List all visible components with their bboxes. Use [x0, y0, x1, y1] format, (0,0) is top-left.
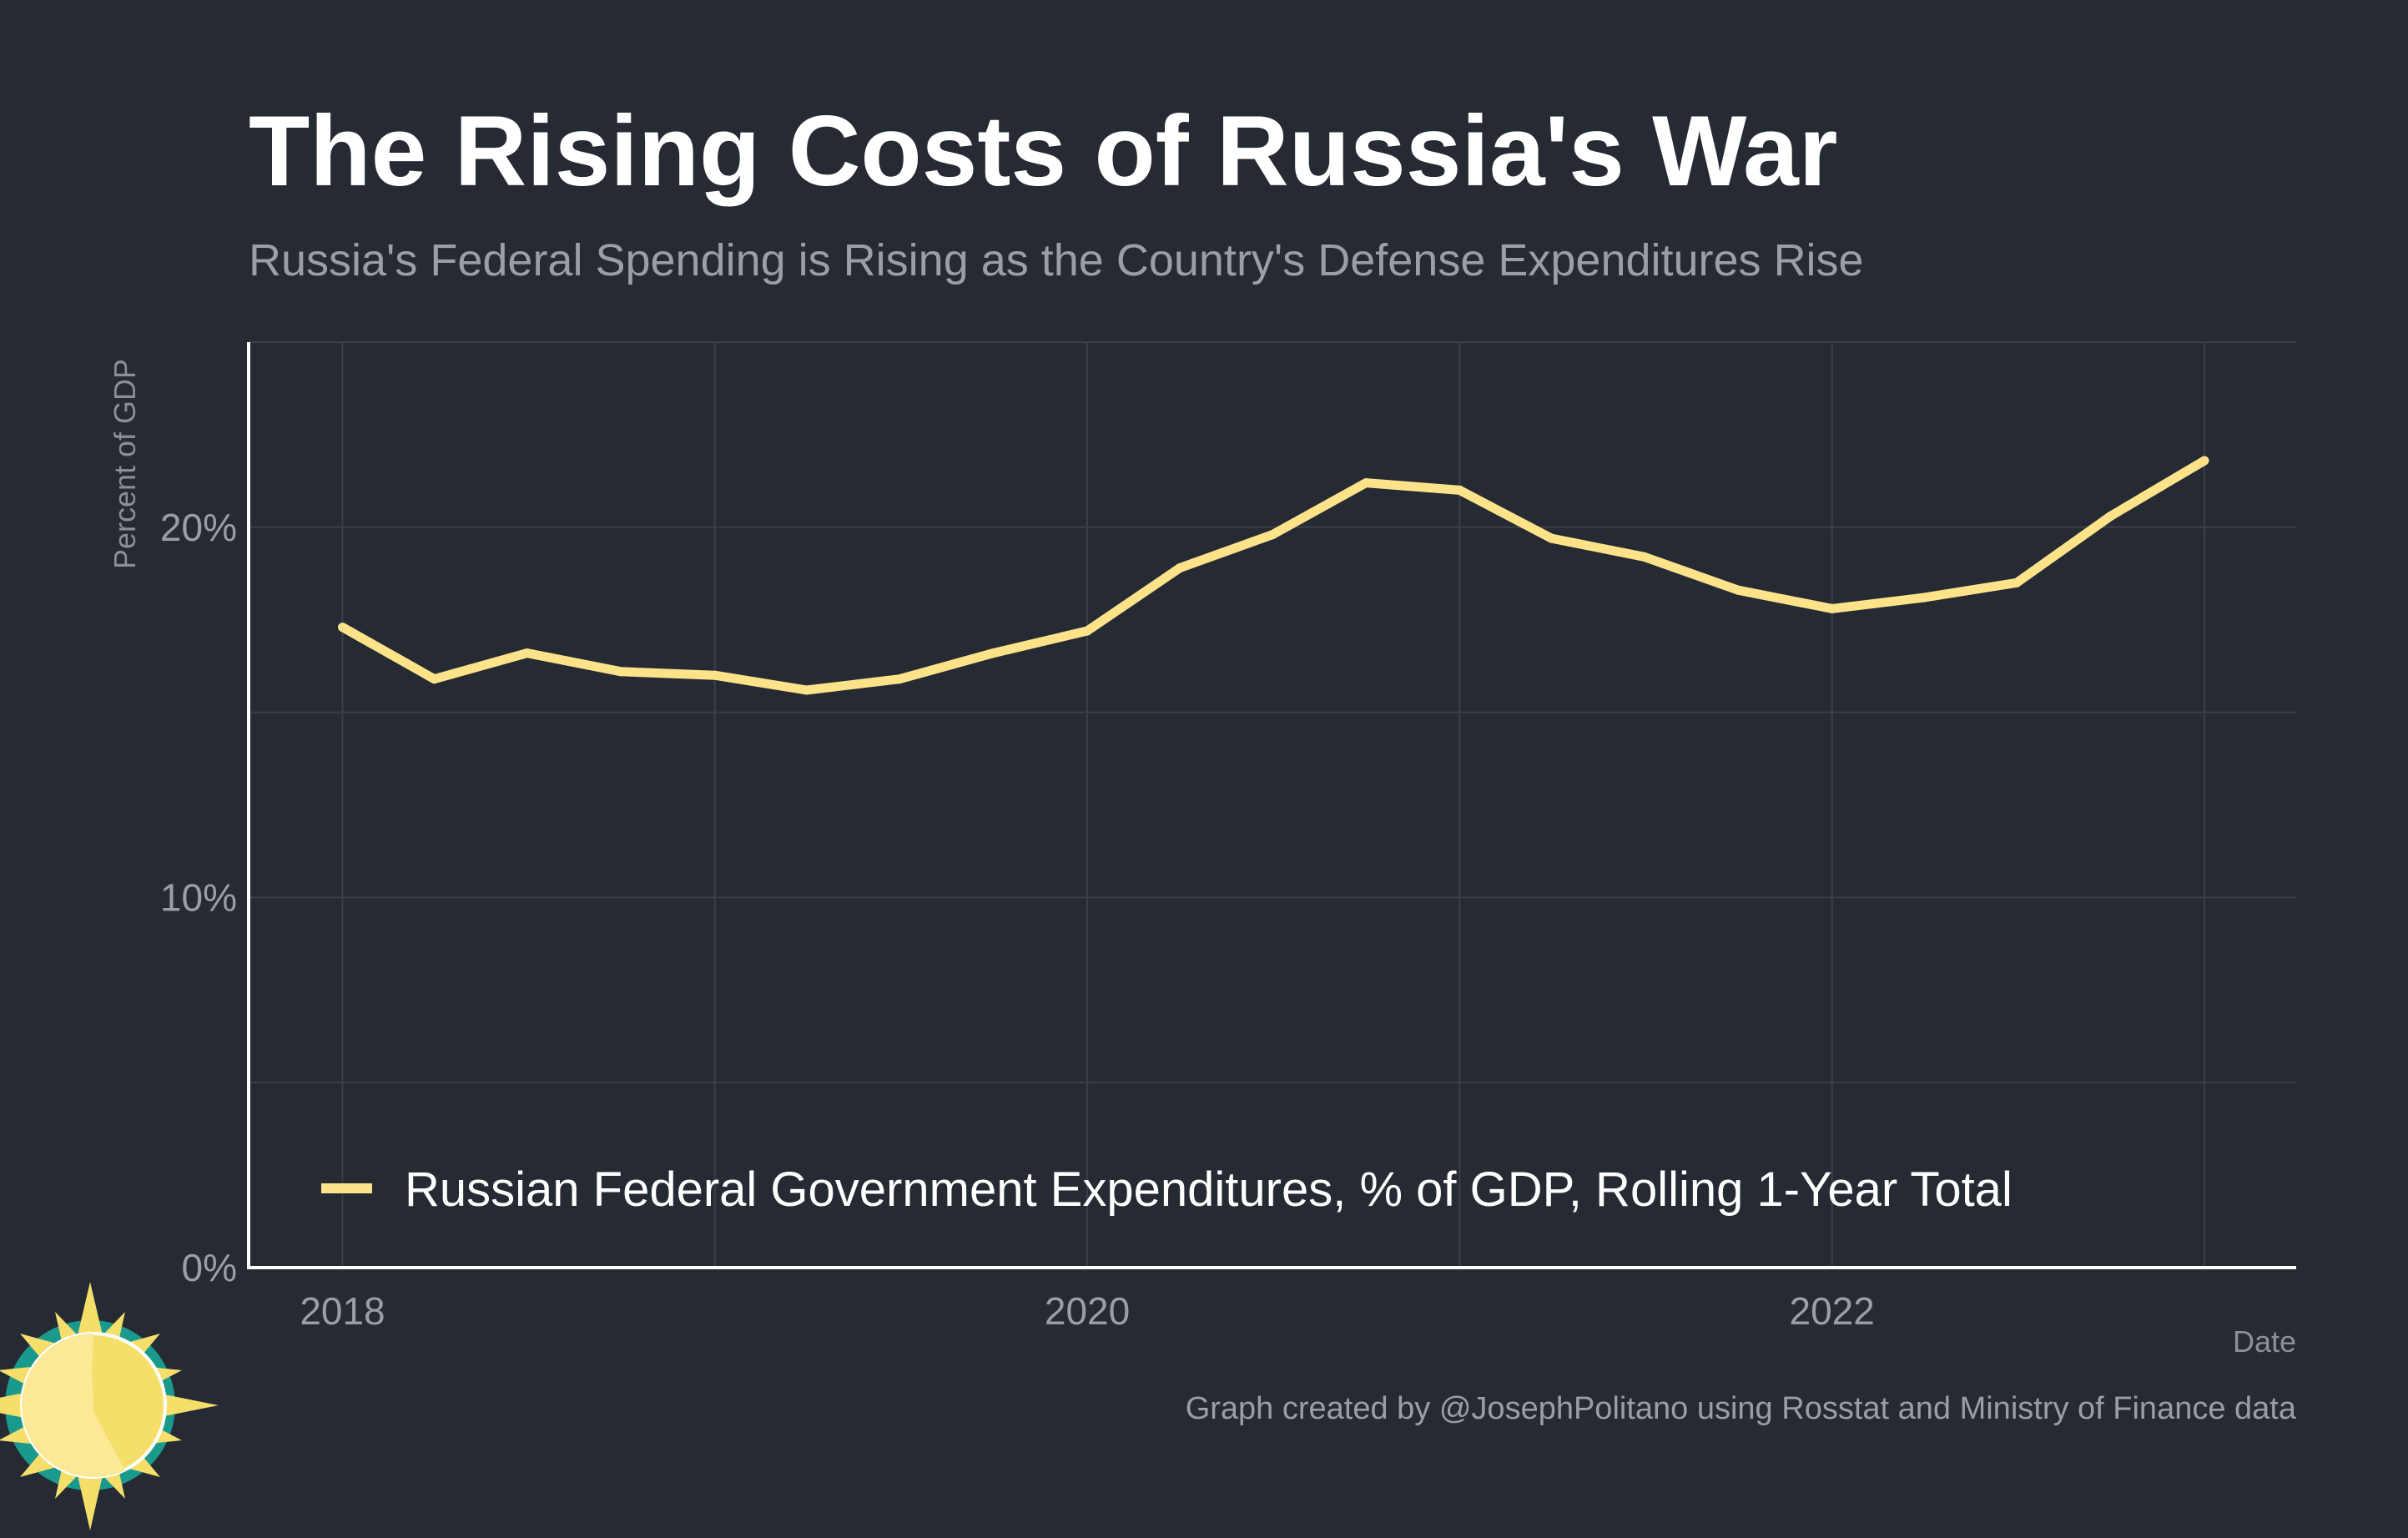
x-tick-labels: 2018 2020 2022 — [300, 1289, 1875, 1333]
data-point — [1454, 485, 1464, 495]
sun-logo-icon — [0, 1282, 219, 1530]
data-point — [338, 623, 347, 633]
source-caption: Graph created by @JosephPolitano using R… — [1186, 1391, 2297, 1426]
chart-title: The Rising Costs of Russia's War — [249, 95, 1837, 207]
y-tick-label: 20% — [160, 506, 237, 549]
x-tick-label: 2018 — [300, 1289, 385, 1333]
data-point — [2012, 577, 2022, 587]
series-lines — [340, 456, 2207, 695]
data-point — [1267, 530, 1277, 540]
grid-lines — [249, 341, 2296, 1268]
legend-label: Russian Federal Government Expenditures,… — [405, 1162, 2013, 1217]
data-point — [894, 674, 904, 684]
data-point — [1546, 533, 1556, 543]
data-point — [1361, 478, 1371, 488]
data-point — [1082, 626, 1092, 636]
data-point — [710, 670, 720, 680]
x-tick-label: 2020 — [1045, 1289, 1130, 1333]
data-point — [1733, 585, 1743, 595]
data-point — [430, 674, 439, 684]
axes — [247, 342, 2296, 1269]
x-axis-title: Date — [2233, 1324, 2296, 1359]
y-tick-label: 0% — [182, 1246, 237, 1289]
series-points — [338, 456, 2209, 695]
data-point — [2199, 456, 2209, 466]
data-point — [989, 648, 999, 658]
chart-subtitle: Russia's Federal Spending is Rising as t… — [249, 235, 1864, 285]
y-axis-title: Percent of GDP — [108, 359, 142, 569]
data-point — [1175, 563, 1185, 573]
y-tick-labels: 0% 10% 20% — [160, 506, 237, 1289]
x-tick-label: 2022 — [1789, 1289, 1874, 1333]
y-tick-label: 10% — [160, 875, 237, 919]
data-point — [1827, 603, 1837, 613]
legend: Russian Federal Government Expenditures,… — [321, 1162, 2013, 1217]
series-line — [340, 456, 2207, 695]
data-point — [616, 667, 626, 677]
data-point — [802, 685, 812, 695]
data-point — [522, 648, 532, 658]
data-point — [1919, 593, 1929, 603]
data-point — [1640, 552, 1650, 562]
data-point — [2106, 512, 2115, 521]
